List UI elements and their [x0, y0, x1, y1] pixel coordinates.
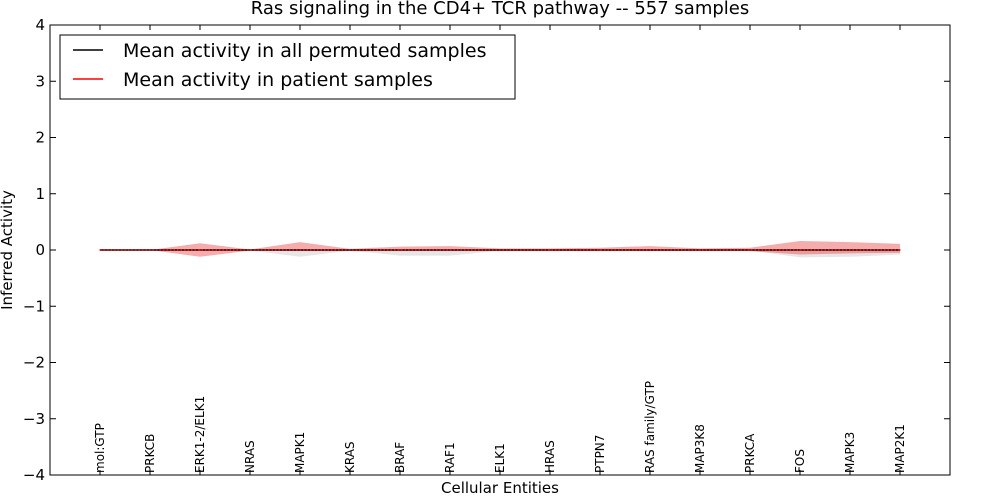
point-patient	[799, 249, 801, 251]
x-tick-label: MAPK3	[843, 432, 857, 473]
x-tick-label: ELK1	[493, 443, 507, 473]
x-tick-label: PRKCB	[143, 434, 157, 473]
point-patient	[99, 249, 101, 251]
x-tick-label: RAS family/GTP	[643, 381, 657, 473]
point-patient	[649, 249, 651, 251]
x-tick-label: NRAS	[243, 440, 257, 473]
y-tick-label: 4	[35, 16, 45, 34]
legend-box	[59, 34, 516, 100]
y-tick-label: 2	[35, 129, 45, 147]
x-tick-label: KRAS	[343, 441, 357, 473]
point-patient	[899, 249, 901, 251]
x-axis-label: Cellular Entities	[441, 479, 559, 497]
legend-label-patient: Mean activity in patient samples	[123, 69, 433, 91]
point-patient	[149, 249, 151, 251]
y-tick-label: −2	[23, 354, 45, 372]
point-patient	[399, 249, 401, 251]
x-tick-label: MAP3K8	[693, 424, 707, 473]
plot-frame	[49, 24, 951, 476]
point-patient	[199, 249, 201, 251]
x-tick-label: HRAS	[543, 440, 557, 473]
x-tick-label: PTPN7	[593, 435, 607, 473]
point-patient	[749, 249, 751, 251]
y-tick-label: 1	[35, 185, 45, 203]
y-tick-label: −4	[23, 466, 45, 484]
x-tick-label: ERK1-2/ELK1	[193, 396, 207, 473]
y-axis-label: Inferred Activity	[0, 190, 16, 310]
y-tick-label: 3	[35, 72, 45, 90]
point-patient	[349, 249, 351, 251]
x-tick-label: RAF1	[443, 442, 457, 473]
x-tick-label: MAPK1	[293, 432, 307, 473]
legend-label-permuted: Mean activity in all permuted samples	[123, 40, 486, 62]
y-tick-label: −3	[23, 410, 45, 428]
x-tick-label: BRAF	[393, 442, 407, 473]
point-patient	[699, 249, 701, 251]
y-tick-label: −1	[23, 297, 45, 315]
point-patient	[499, 249, 501, 251]
x-tick-label: PRKCA	[743, 433, 757, 473]
point-patient	[449, 249, 451, 251]
point-patient	[599, 249, 601, 251]
point-patient	[849, 249, 851, 251]
band-patient	[100, 241, 900, 257]
x-tick-label: FOS	[793, 449, 807, 473]
x-tick-label: MAP2K1	[893, 424, 907, 473]
point-patient	[249, 249, 251, 251]
band-permuted	[100, 249, 900, 258]
point-patient	[549, 249, 551, 251]
point-patient	[299, 249, 301, 251]
x-tick-label: mol:GTP	[93, 423, 107, 473]
chart-title: Ras signaling in the CD4+ TCR pathway --…	[251, 0, 750, 19]
y-tick-label: 0	[35, 241, 45, 259]
